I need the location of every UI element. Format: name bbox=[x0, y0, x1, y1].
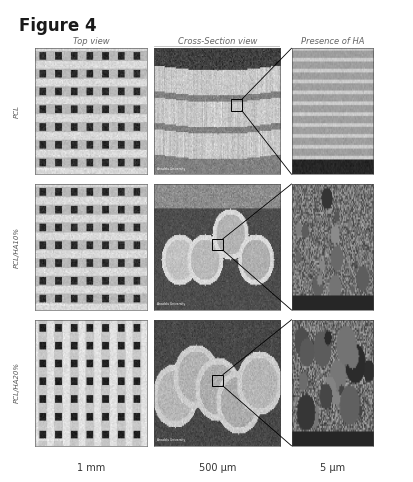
Text: PCL/HA10%: PCL/HA10% bbox=[14, 227, 19, 268]
Text: Anadolu University: Anadolu University bbox=[157, 302, 185, 306]
Text: Cross-Section view: Cross-Section view bbox=[178, 37, 257, 46]
Text: Anadolu University: Anadolu University bbox=[37, 302, 66, 306]
Text: Anadolu University: Anadolu University bbox=[37, 438, 66, 442]
Text: 5 μm: 5 μm bbox=[320, 463, 345, 473]
Text: PCL: PCL bbox=[14, 105, 19, 118]
Text: Anadolu University: Anadolu University bbox=[157, 438, 185, 442]
Text: Anadolu University: Anadolu University bbox=[37, 167, 66, 171]
Text: PCL/HA20%: PCL/HA20% bbox=[14, 362, 19, 403]
Text: Figure 4: Figure 4 bbox=[19, 17, 96, 35]
Bar bbox=[211, 375, 223, 386]
Text: 1 mm: 1 mm bbox=[77, 463, 105, 473]
Text: Top view: Top view bbox=[73, 37, 109, 46]
Bar bbox=[230, 99, 242, 111]
Bar bbox=[211, 239, 223, 250]
Text: Presence of HA: Presence of HA bbox=[301, 37, 364, 46]
Text: Anadolu University: Anadolu University bbox=[157, 167, 185, 171]
Text: 500 μm: 500 μm bbox=[199, 463, 236, 473]
